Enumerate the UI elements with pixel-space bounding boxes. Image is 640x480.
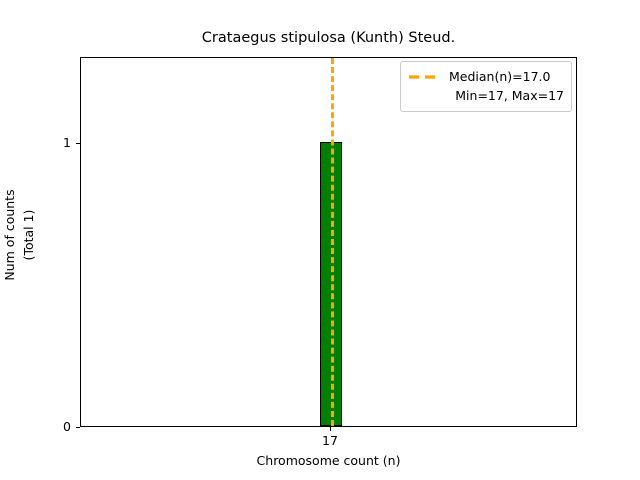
legend: Median(n)=17.0 Min=17, Max=17 [400, 61, 572, 112]
x-tick-mark [330, 427, 331, 431]
legend-entry-median: Median(n)=17.0 [408, 67, 564, 86]
median-line [331, 58, 334, 426]
page-title: Crataegus stipulosa (Kunth) Steud. [201, 30, 456, 46]
y-axis-label: Num of counts (Total 1) [2, 189, 36, 281]
y-tick-mark [76, 143, 80, 144]
legend-label-median: Median(n)=17.0 [449, 68, 551, 84]
legend-entry-minmax: Min=17, Max=17 [408, 86, 564, 105]
legend-label-minmax: Min=17, Max=17 [455, 87, 564, 103]
x-axis-label: Chromosome count (n) [256, 453, 401, 468]
y-tick-mark [76, 427, 80, 428]
y-tick-label-0: 0 [63, 418, 71, 434]
y-tick-label-1: 1 [63, 134, 71, 150]
x-tick-label-17: 17 [322, 433, 338, 448]
plot-area [80, 57, 577, 427]
dashed-line-icon [408, 71, 441, 83]
